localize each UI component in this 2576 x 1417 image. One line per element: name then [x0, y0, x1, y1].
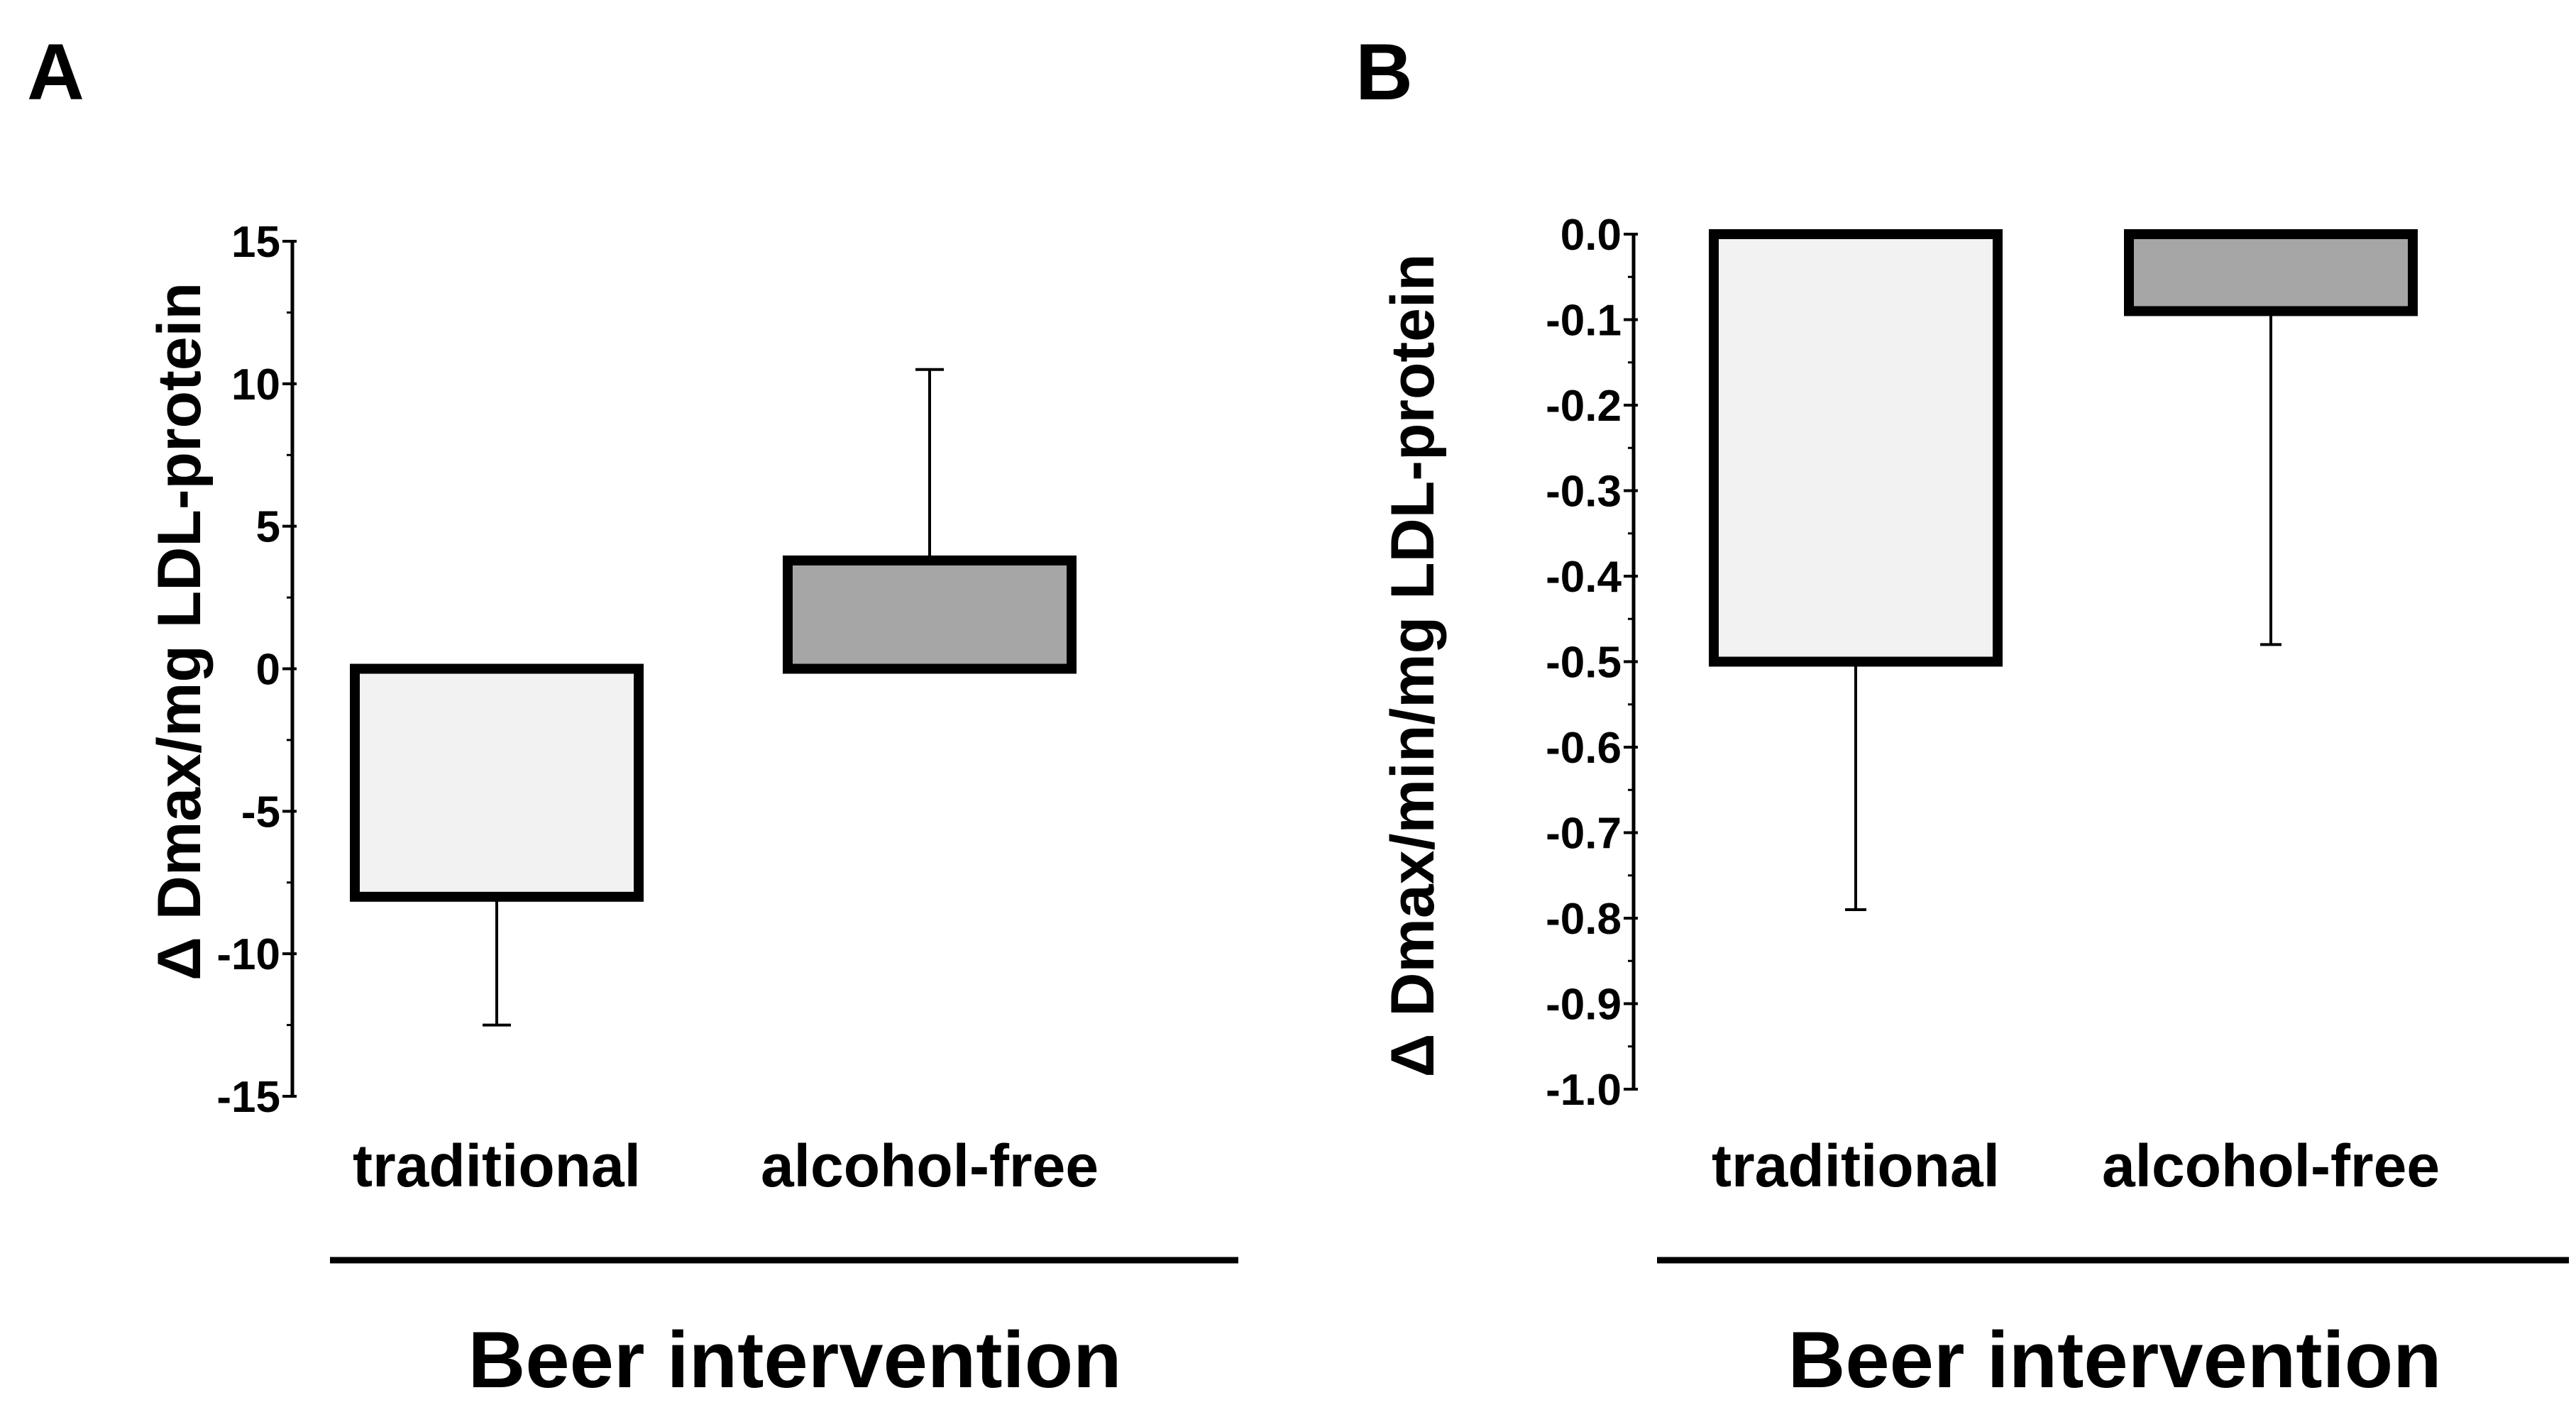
panel-b-y-tick-label: -0.3 — [1546, 468, 1622, 517]
panel-b-y-tick-label: -0.5 — [1546, 639, 1622, 688]
panel-a-category-label: alcohol-free — [761, 1132, 1099, 1199]
panel-a-y-axis-title: Δ Dmax/mg LDL-protein — [145, 282, 214, 981]
panel-a: A Δ Dmax/mg LDL-protein Beer interventio… — [27, 28, 1238, 1404]
panel-b-y-axis-title: Δ Dmax/min/mg LDL-protein — [1379, 254, 1447, 1078]
panel-b-y-tick-label: -0.8 — [1546, 895, 1622, 944]
panel-a-bar-traditional — [350, 663, 644, 902]
panel-a-y-tick-label: 0 — [256, 646, 280, 695]
panel-a-x-axis-title: Beer intervention — [468, 1316, 1121, 1404]
panel-b-x-axis-title: Beer intervention — [1788, 1316, 2441, 1404]
panel-b-bar-traditional — [1709, 229, 2003, 667]
panel-a-label: A — [27, 28, 84, 116]
panel-a-y-tick-label: 5 — [256, 503, 280, 552]
panel-a-y-tick-label: -5 — [241, 788, 280, 837]
panel-b-category-label: traditional — [1712, 1132, 2000, 1199]
panel-a-category-label: traditional — [353, 1132, 641, 1199]
panel-a-y-tick-label: 15 — [231, 218, 280, 267]
panel-b: B Δ Dmax/min/mg LDL-protein Beer interve… — [1355, 28, 2569, 1404]
panel-b-y-tick-label: -0.6 — [1546, 724, 1622, 773]
panel-a-plot: 15 10 5 0 -5 -10 -15 traditional alcohol-free — [216, 218, 1099, 1199]
panel-a-bar-alcohol-free — [783, 555, 1077, 674]
panel-b-label: B — [1355, 28, 1413, 116]
panel-b-y-tick-label: -0.7 — [1546, 810, 1622, 859]
panel-a-y-tick-label: 10 — [231, 360, 280, 409]
panel-b-y-tick-label: -0.9 — [1546, 981, 1622, 1030]
panel-b-plot: 0.0 -0.1 -0.2 -0.3 -0.4 -0.5 -0.6 -0.7 -0.8 -0.9 -… — [1546, 211, 2440, 1199]
panel-a-y-tick-label: -10 — [216, 930, 280, 979]
panel-b-bar-alcohol-free — [2124, 229, 2418, 316]
panel-b-y-tick-label: -0.4 — [1546, 553, 1622, 602]
panel-b-y-tick-label: 0.0 — [1561, 211, 1622, 260]
panel-b-y-tick-label: -0.1 — [1546, 297, 1622, 346]
panel-b-y-tick-label: -1.0 — [1546, 1066, 1622, 1115]
panel-b-category-label: alcohol-free — [2102, 1132, 2440, 1199]
panel-b-y-tick-label: -0.2 — [1546, 382, 1622, 431]
panel-a-y-tick-label: -15 — [216, 1073, 280, 1122]
